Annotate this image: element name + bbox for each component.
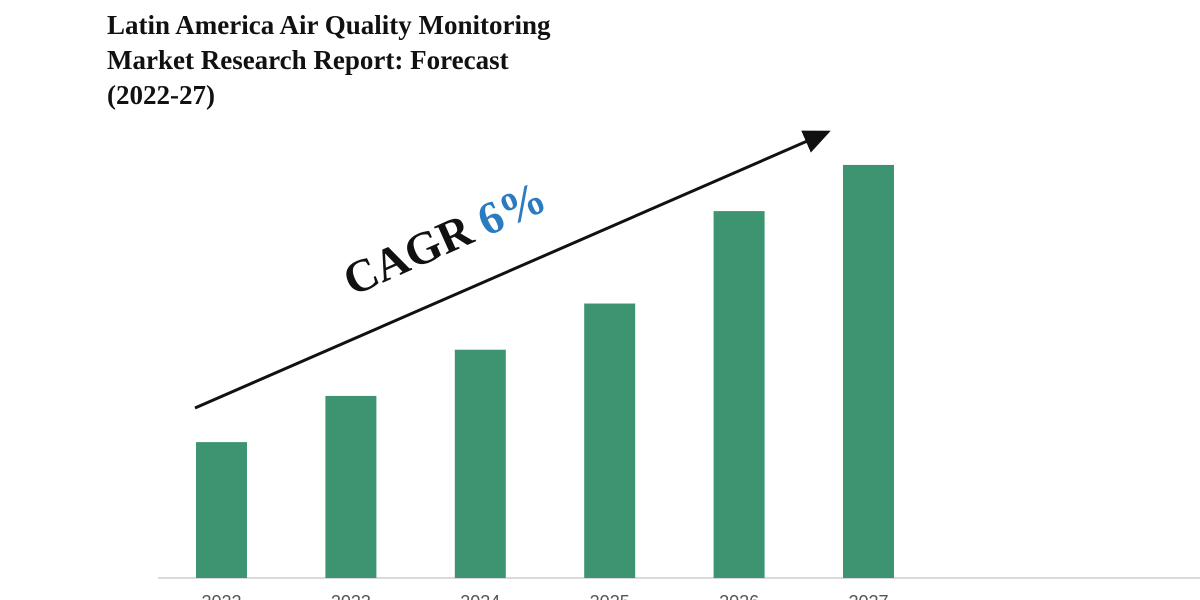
x-tick-label: 2026 [719, 592, 759, 600]
cagr-arrow [194, 130, 831, 410]
x-tick-label: 2027 [848, 592, 888, 600]
x-tick-label: 2025 [590, 592, 630, 600]
bar-2027 [843, 164, 894, 578]
chart-title: Latin America Air Quality Monitoring Mar… [107, 10, 551, 110]
bar-2023 [325, 395, 377, 578]
x-tick-label: 2022 [201, 592, 241, 600]
bar-2022 [196, 442, 247, 578]
bar-2026 [713, 211, 765, 578]
x-tick-label: 2024 [460, 592, 500, 600]
bar-2025 [584, 303, 636, 578]
x-tick-label: 2023 [331, 592, 371, 600]
bar-2024 [454, 349, 506, 578]
